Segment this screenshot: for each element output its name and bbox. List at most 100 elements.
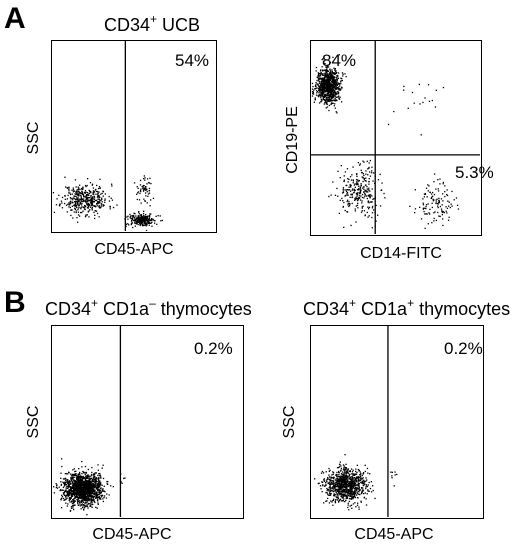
data-point: [85, 491, 87, 494]
data-point: [334, 99, 336, 101]
data-point: [83, 497, 85, 499]
data-point: [91, 184, 93, 186]
data-point: [352, 182, 354, 184]
data-point: [77, 498, 79, 500]
data-point: [64, 195, 66, 197]
data-point: [359, 489, 362, 491]
data-point: [322, 70, 324, 72]
data-point: [329, 88, 331, 90]
data-point: [354, 189, 356, 191]
data-point: [433, 181, 435, 183]
data-point: [65, 204, 68, 206]
data-point: [364, 195, 366, 197]
data-point: [74, 203, 77, 205]
data-point: [432, 200, 434, 202]
data-point: [317, 482, 319, 485]
data-point: [343, 179, 345, 181]
data-point: [75, 487, 77, 489]
data-point: [354, 484, 356, 487]
data-point: [328, 478, 331, 480]
data-point: [60, 498, 62, 501]
data-point: [351, 485, 353, 487]
data-point: [344, 454, 346, 456]
data-point: [334, 76, 336, 79]
data-point: [326, 77, 328, 79]
data-point: [348, 490, 350, 493]
data-point: [335, 481, 337, 484]
data-point: [58, 194, 60, 196]
data-point: [84, 499, 86, 502]
data-point: [83, 480, 85, 482]
data-point: [348, 492, 350, 494]
data-point: [135, 218, 137, 220]
data-point: [90, 201, 92, 204]
data-point: [365, 498, 367, 500]
data-point: [88, 475, 90, 477]
data-point: [80, 500, 82, 502]
data-point: [71, 481, 74, 483]
data-point: [73, 492, 75, 494]
data-point: [336, 475, 338, 477]
data-point: [60, 200, 63, 202]
data-point: [350, 491, 352, 493]
data-point: [337, 475, 339, 477]
data-point: [139, 179, 142, 182]
data-point: [335, 77, 338, 79]
data-point: [70, 494, 72, 496]
data-point: [55, 483, 57, 485]
data-point: [69, 498, 71, 501]
data-point: [326, 83, 328, 85]
data-point: [79, 487, 82, 489]
data-point: [336, 72, 338, 74]
data-point: [89, 182, 92, 184]
data-point: [64, 489, 67, 491]
data-point: [354, 208, 356, 210]
data-point: [331, 69, 333, 71]
data-point: [86, 486, 88, 488]
data-point: [361, 202, 363, 204]
data-point: [341, 101, 343, 103]
data-point: [331, 61, 334, 64]
data-point: [330, 493, 332, 495]
data-point: [430, 197, 432, 200]
data-point: [319, 95, 321, 97]
data-point: [320, 488, 322, 490]
data-point: [351, 483, 353, 486]
data-point: [132, 219, 135, 222]
data-point: [81, 193, 84, 195]
data-point: [74, 473, 77, 475]
data-point: [87, 502, 90, 505]
data-point: [374, 175, 376, 177]
plot-4-xlabel: CD45-APC: [354, 526, 434, 543]
data-point: [85, 198, 87, 201]
data-point: [343, 201, 345, 204]
data-point: [334, 502, 337, 504]
data-point: [149, 222, 151, 224]
data-point: [451, 190, 453, 193]
data-point: [81, 480, 84, 482]
data-point: [338, 491, 340, 493]
data-point: [77, 197, 79, 199]
data-point: [333, 493, 335, 495]
data-point: [69, 491, 71, 493]
data-point: [340, 83, 342, 85]
data-point: [72, 499, 75, 501]
data-point: [93, 487, 96, 489]
data-point: [318, 85, 320, 87]
panel-letter-b: B: [4, 286, 26, 319]
data-point: [82, 198, 84, 200]
data-point: [73, 474, 75, 476]
data-point: [68, 499, 70, 501]
data-point: [341, 497, 344, 499]
data-point: [96, 205, 98, 207]
data-point: [327, 497, 329, 500]
data-point: [354, 487, 356, 489]
data-point: [82, 187, 84, 189]
data-point: [326, 95, 328, 97]
data-point: [332, 76, 334, 79]
data-point: [98, 495, 100, 497]
data-point: [84, 490, 86, 493]
data-point: [329, 493, 331, 495]
data-point: [374, 225, 376, 227]
data-point: [93, 490, 95, 492]
